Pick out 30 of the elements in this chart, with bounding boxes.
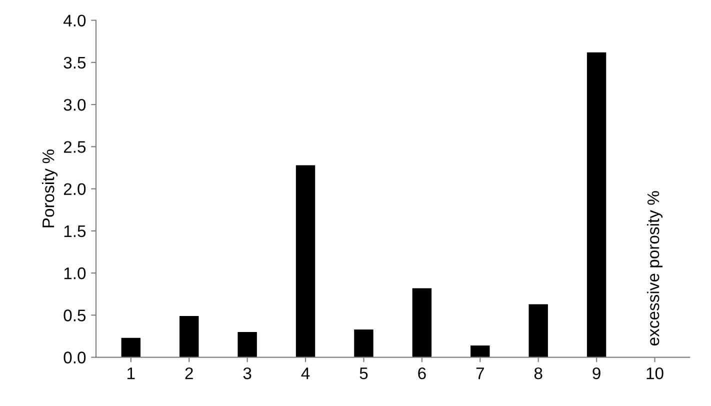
y-tick-label: 1.0 (64, 267, 86, 280)
bar (586, 52, 606, 358)
x-tick-label: 8 (534, 367, 542, 380)
y-tick-label: 2.5 (64, 141, 86, 153)
y-tick-label: 3.5 (64, 56, 86, 69)
y-tick-label: 4.0 (63, 14, 86, 27)
bar (180, 316, 199, 358)
y-tick-label: 3.0 (64, 98, 86, 111)
y-tick-label: 0.0 (64, 352, 86, 364)
x-tick-label: 9 (592, 367, 600, 380)
x-tick-label: 4 (301, 368, 310, 380)
bar (296, 165, 316, 358)
y-axis-title: Porosity % (42, 150, 58, 228)
y-tick-label: 2.0 (64, 183, 86, 195)
bar (354, 329, 374, 358)
bar (238, 332, 257, 358)
bar (412, 288, 432, 358)
bar (470, 345, 490, 358)
x-tick-label: 1 (128, 368, 135, 380)
bar (528, 304, 548, 358)
y-tick-label: 1.5 (64, 225, 86, 238)
annotation: excessive porosity % (646, 191, 663, 346)
x-tick-label: 7 (476, 368, 484, 380)
bar (121, 338, 141, 358)
x-tick-label: 2 (185, 367, 193, 380)
x-tick-label: 6 (418, 367, 426, 380)
x-tick-label: 10 (646, 367, 664, 380)
x-tick-label: 5 (360, 368, 368, 380)
x-tick-label: 3 (243, 367, 252, 380)
y-tick-label: 0.5 (64, 310, 86, 322)
